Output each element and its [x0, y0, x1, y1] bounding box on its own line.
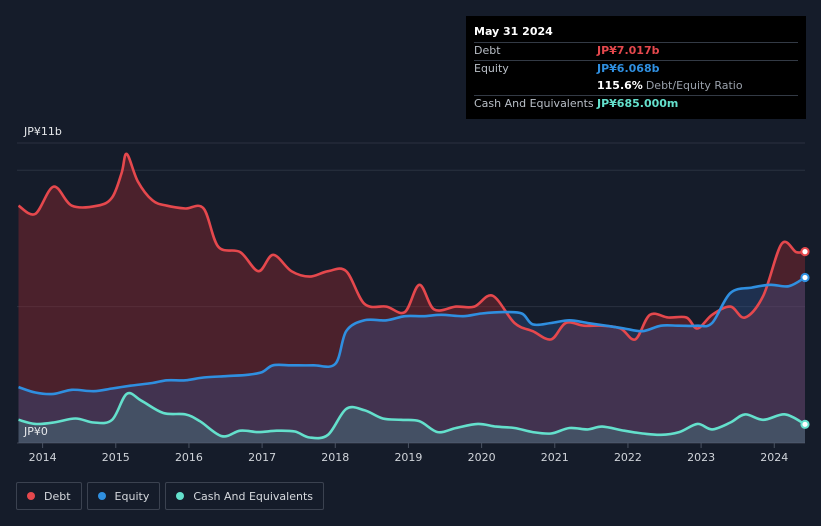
x-tick-label: 2024 — [760, 451, 788, 464]
legend-item-debt[interactable]: Debt — [16, 482, 82, 510]
series-lines — [17, 152, 806, 440]
tooltip-debt-value: JP¥7.017b — [597, 44, 660, 57]
x-tick-label: 2017 — [248, 451, 276, 464]
x-tick-label: 2014 — [29, 451, 57, 464]
x-tick-label: 2018 — [321, 451, 349, 464]
tooltip-panel: May 31 2024 Debt JP¥7.017b Equity JP¥6.0… — [466, 16, 806, 119]
legend-debt-label: Debt — [44, 489, 71, 503]
tooltip-cash-label: Cash And Equivalents — [474, 97, 594, 110]
tooltip-equity-value: JP¥6.068b — [597, 62, 660, 75]
tooltip-ratio-row: 115.6% Debt/Equity Ratio — [474, 78, 798, 95]
equity-line — [18, 276, 806, 396]
y-axis-bottom-label: JP¥0 — [23, 425, 48, 438]
tooltip-equity-label: Equity — [474, 62, 509, 75]
chart-legend: Debt Equity Cash And Equivalents — [16, 482, 329, 510]
tooltip-ratio-label: Debt/Equity Ratio — [645, 79, 743, 92]
equity-area — [18, 277, 805, 443]
x-tick-label: 2015 — [102, 451, 130, 464]
legend-equity-label: Equity — [114, 489, 150, 503]
tooltip-equity-row: Equity JP¥6.068b — [474, 60, 798, 78]
x-tick-label: 2022 — [614, 451, 642, 464]
legend-cash-label: Cash And Equivalents — [193, 489, 313, 503]
debt-area — [18, 153, 805, 443]
tooltip-debt-label: Debt — [474, 44, 501, 57]
cash-line — [18, 391, 806, 440]
y-axis-top-label: JP¥11b — [23, 125, 62, 138]
tooltip-debt-row: Debt JP¥7.017b — [474, 42, 798, 60]
debt-line — [17, 152, 806, 341]
series-areas — [18, 153, 805, 443]
debt-end-marker — [800, 247, 810, 257]
x-tick-label: 2023 — [687, 451, 715, 464]
series-end-markers — [800, 247, 810, 429]
tooltip-cash-value: JP¥685.000m — [597, 97, 679, 110]
x-tick-label: 2020 — [468, 451, 496, 464]
x-tick-label: 2016 — [175, 451, 203, 464]
x-axis-ticks: 2014 2015 2016 2017 2018 2019 2020 2021 2022 2023… — [29, 443, 788, 464]
tooltip-cash-row: Cash And Equivalents JP¥685.000m — [474, 95, 798, 113]
legend-item-cash[interactable]: Cash And Equivalents — [165, 482, 324, 510]
debt-dot-icon — [27, 492, 35, 500]
cash-end-marker — [800, 419, 810, 429]
legend-item-equity[interactable]: Equity — [86, 482, 161, 510]
x-tick-label: 2019 — [394, 451, 422, 464]
grid-lines — [17, 142, 805, 444]
x-tick-label: 2021 — [541, 451, 569, 464]
cash-area — [18, 393, 805, 443]
tooltip-date: May 31 2024 — [474, 25, 553, 38]
equity-dot-icon — [97, 492, 106, 500]
cash-dot-icon — [176, 492, 185, 500]
equity-end-marker — [800, 272, 810, 283]
tooltip-ratio-value: 115.6% — [597, 79, 643, 92]
